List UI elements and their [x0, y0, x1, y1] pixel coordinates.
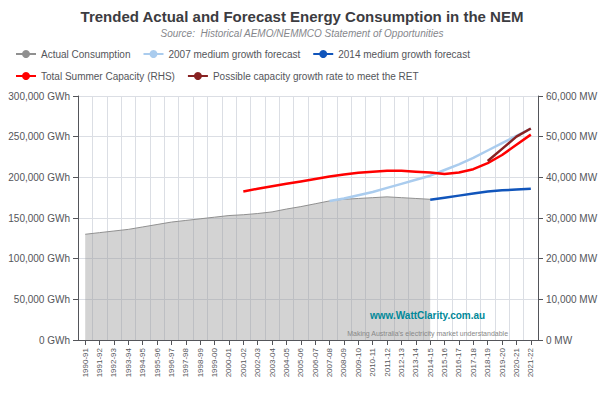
svg-text:30,000 MW: 30,000 MW: [546, 213, 598, 224]
svg-text:300,000 GWh: 300,000 GWh: [8, 91, 70, 102]
svg-text:2016-17: 2016-17: [454, 347, 463, 377]
svg-text:0 GWh: 0 GWh: [39, 335, 70, 346]
svg-text:1998-99: 1998-99: [196, 347, 205, 377]
svg-text:200,000 GWh: 200,000 GWh: [8, 172, 70, 183]
svg-text:2000-01: 2000-01: [224, 347, 233, 377]
svg-text:2007-08: 2007-08: [325, 347, 334, 377]
svg-text:20,000 MW: 20,000 MW: [546, 253, 598, 264]
svg-text:Actual Consumption: Actual Consumption: [41, 49, 131, 60]
svg-text:www.WattClarity.com.au: www.WattClarity.com.au: [369, 310, 485, 321]
svg-text:1994-95: 1994-95: [138, 347, 147, 377]
svg-text:2005-06: 2005-06: [296, 347, 305, 377]
svg-text:1995-96: 1995-96: [153, 347, 162, 377]
svg-text:50,000 GWh: 50,000 GWh: [14, 294, 70, 305]
svg-text:2004-05: 2004-05: [282, 347, 291, 377]
svg-text:Possible capacity growth rate: Possible capacity growth rate to meet th…: [213, 71, 419, 82]
svg-text:2007 medium growth forecast: 2007 medium growth forecast: [168, 49, 300, 60]
svg-text:1993-94: 1993-94: [124, 347, 133, 377]
svg-text:100,000 GWh: 100,000 GWh: [8, 253, 70, 264]
svg-text:2017-18: 2017-18: [469, 347, 478, 377]
svg-text:1996-97: 1996-97: [167, 347, 176, 377]
svg-text:2011-12: 2011-12: [383, 347, 392, 376]
svg-text:2008-09: 2008-09: [339, 347, 348, 377]
svg-text:Making Australia's electricity: Making Australia's electricity market un…: [347, 330, 508, 338]
svg-text:40,000 MW: 40,000 MW: [546, 172, 598, 183]
svg-text:10,000 MW: 10,000 MW: [546, 294, 598, 305]
svg-text:2003-04: 2003-04: [268, 347, 277, 377]
svg-text:1999-00: 1999-00: [210, 347, 219, 377]
svg-text:2015-16: 2015-16: [440, 347, 449, 377]
svg-text:150,000 GWh: 150,000 GWh: [8, 213, 70, 224]
svg-text:2014-15: 2014-15: [426, 347, 435, 377]
svg-text:2009-10: 2009-10: [354, 347, 363, 377]
svg-text:2014 medium growth forecast: 2014 medium growth forecast: [338, 49, 470, 60]
svg-text:2012-13: 2012-13: [397, 347, 406, 377]
svg-text:2019-20: 2019-20: [498, 347, 507, 377]
svg-text:50,000 MW: 50,000 MW: [546, 131, 598, 142]
svg-text:1992-93: 1992-93: [109, 347, 118, 377]
svg-text:2018-19: 2018-19: [483, 347, 492, 377]
svg-text:1991-92: 1991-92: [95, 347, 104, 377]
svg-text:2010-11: 2010-11: [368, 347, 377, 376]
svg-text:Source: Historical AEMO/NEMMC: Source: Historical AEMO/NEMMCO Statement…: [160, 28, 443, 39]
svg-text:2006-07: 2006-07: [311, 347, 320, 377]
svg-text:Total Summer Capacity (RHS): Total Summer Capacity (RHS): [41, 71, 175, 82]
svg-text:60,000 MW: 60,000 MW: [546, 91, 598, 102]
svg-text:Trended Actual and Forecast En: Trended Actual and Forecast Energy Consu…: [81, 8, 524, 25]
svg-text:0 MW: 0 MW: [546, 335, 573, 346]
svg-text:1990-91: 1990-91: [81, 347, 90, 377]
svg-text:250,000 GWh: 250,000 GWh: [8, 131, 70, 142]
svg-text:2002-03: 2002-03: [253, 347, 262, 377]
svg-text:2001-02: 2001-02: [239, 347, 248, 377]
svg-text:1997-98: 1997-98: [181, 347, 190, 377]
svg-text:2020-21: 2020-21: [512, 347, 521, 377]
svg-text:2013-14: 2013-14: [411, 347, 420, 377]
svg-text:2021-22: 2021-22: [526, 347, 535, 377]
